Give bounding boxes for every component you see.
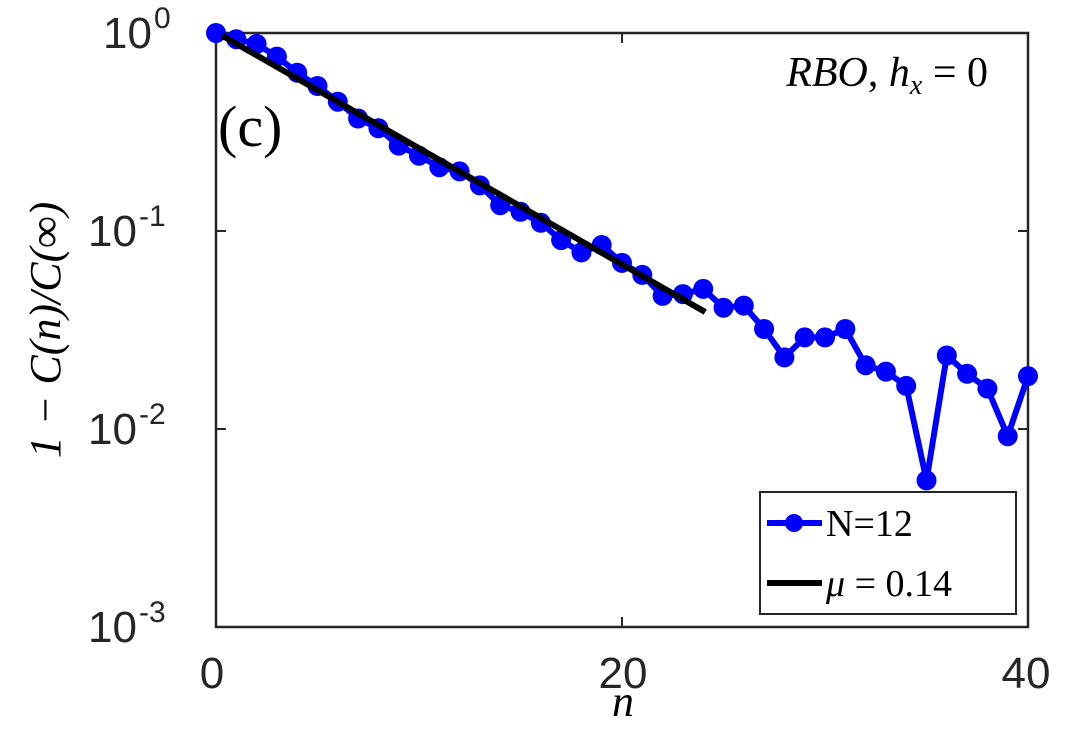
y-tick-exp: -3 <box>139 596 166 629</box>
y-axis-label: 1 − C(n)/C(∞) <box>21 202 70 459</box>
data-point-n12 <box>815 327 835 348</box>
data-point-n12 <box>896 375 917 396</box>
data-point-n12 <box>754 319 775 339</box>
x-tick-label-20: 20 <box>599 649 648 698</box>
data-point-n12 <box>855 355 876 376</box>
x-tick-label-40: 40 <box>1002 649 1051 698</box>
y-tick-label-2: 10-1 <box>88 200 166 256</box>
panel-label: (c) <box>218 94 282 159</box>
legend: N=12 μ = 0.14 <box>759 491 1017 615</box>
data-point-n12 <box>693 278 714 299</box>
y-tick-label-1: 100 <box>103 2 171 58</box>
data-point-n12 <box>246 34 267 54</box>
data-point-n12 <box>713 297 734 318</box>
legend-label-n12: N=12 <box>826 503 913 545</box>
y-tick-exp: -1 <box>139 200 166 233</box>
data-point-n12 <box>977 378 998 399</box>
y-tick-exp: -2 <box>139 398 166 431</box>
y-tick-exp: 0 <box>154 2 171 35</box>
legend-label-fit: μ = 0.14 <box>825 563 952 605</box>
y-tick-label-4: 10-3 <box>88 596 166 652</box>
x-axis-label: n <box>612 677 634 726</box>
fit-line-mu <box>220 32 707 315</box>
data-point-n12 <box>936 345 957 366</box>
y-tick-label-3: 10-2 <box>88 398 166 454</box>
data-point-n12 <box>875 361 896 382</box>
legend-box <box>759 491 1017 615</box>
data-point-n12 <box>794 327 815 348</box>
data-point-n12 <box>733 295 754 316</box>
data-point-n12 <box>774 347 795 368</box>
data-point-n12 <box>206 23 226 43</box>
y-tick-labels: 100 10-1 10-2 10-3 <box>88 2 171 652</box>
data-point-n12 <box>957 363 978 384</box>
data-point-n12 <box>1018 366 1038 387</box>
series-layer <box>206 23 1038 628</box>
data-point-n12 <box>835 319 856 339</box>
x-tick-label-0: 0 <box>200 649 224 698</box>
legend-marker-n12 <box>785 514 803 532</box>
data-point-n12 <box>997 426 1018 447</box>
x-tick-labels: 0 20 40 <box>200 649 1051 698</box>
annotation: RBO, hx = 0 <box>785 50 988 101</box>
data-point-n12 <box>916 470 937 491</box>
